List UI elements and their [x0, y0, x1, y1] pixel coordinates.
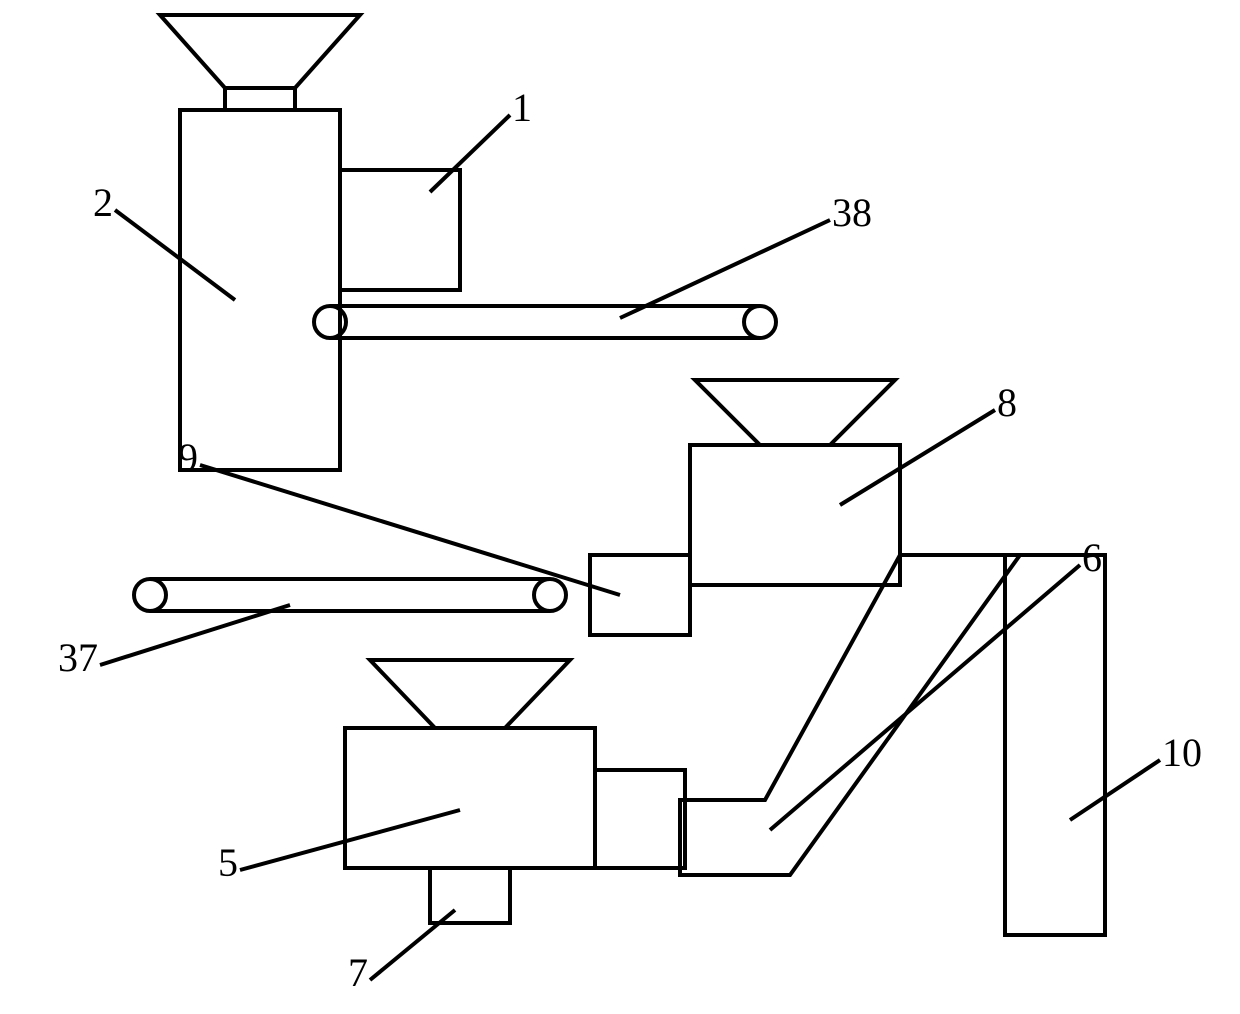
label-37: 37 — [58, 635, 98, 680]
leader-lines-layer — [100, 115, 1160, 980]
label-7: 7 — [348, 950, 368, 995]
funnel-top — [160, 15, 360, 88]
component-1-box — [340, 170, 460, 290]
funnel-top-neck — [225, 88, 295, 110]
label-6: 6 — [1082, 535, 1102, 580]
conveyor-38 — [314, 306, 776, 338]
component-7-box — [430, 868, 510, 923]
shapes-layer — [134, 15, 1105, 935]
leader-2 — [115, 210, 235, 300]
leader-8 — [840, 410, 995, 505]
leader-5 — [240, 810, 460, 870]
leader-7 — [370, 910, 455, 980]
label-38: 38 — [832, 190, 872, 235]
label-1: 1 — [512, 85, 532, 130]
label-10: 10 — [1162, 730, 1202, 775]
leader-6 — [770, 565, 1080, 830]
leader-37 — [100, 605, 290, 665]
diagram-canvas: 1 38 2 8 9 6 37 10 5 7 — [0, 0, 1240, 1014]
leader-1 — [430, 115, 510, 192]
component-6-arm — [680, 555, 1020, 875]
component-9-box — [590, 555, 690, 635]
conveyor-37 — [134, 579, 566, 611]
label-5: 5 — [218, 840, 238, 885]
label-8: 8 — [997, 380, 1017, 425]
component-5-right — [595, 770, 685, 868]
leader-9 — [200, 465, 620, 595]
component-2-body — [180, 110, 340, 470]
component-8-box — [690, 445, 900, 585]
funnel-mid — [695, 380, 895, 445]
labels-layer: 1 38 2 8 9 6 37 10 5 7 — [58, 85, 1202, 995]
label-2: 2 — [93, 180, 113, 225]
leader-38 — [620, 220, 830, 318]
leader-10 — [1070, 760, 1160, 820]
component-5-box — [345, 728, 595, 868]
label-9: 9 — [178, 435, 198, 480]
funnel-low — [370, 660, 570, 728]
component-10-column — [1005, 555, 1105, 935]
